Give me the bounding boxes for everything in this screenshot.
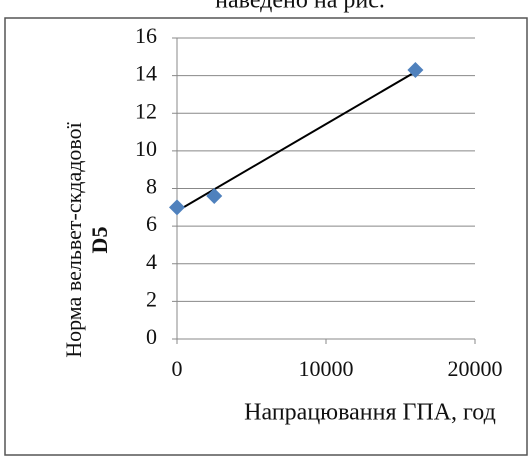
point — [169, 199, 185, 216]
y-tick-label: 10 — [135, 136, 157, 161]
y-tick-label: 6 — [146, 211, 157, 236]
point — [206, 188, 223, 205]
x-axis-label: Напрацювання ГПА, год — [244, 400, 496, 426]
y-tick-label: 8 — [146, 174, 157, 199]
x-tick-label: 10000 — [299, 356, 354, 381]
caption: наведено на рис. — [215, 0, 385, 14]
trendline — [176, 70, 416, 212]
y-tick-label: 0 — [146, 324, 157, 349]
y-tick-label: 4 — [146, 249, 157, 274]
point — [407, 61, 424, 78]
x-tick-label: 20000 — [448, 356, 503, 381]
chart-border — [4, 17, 528, 456]
y-tick-label: 16 — [135, 23, 157, 48]
y-axis-label: Норма вельвет-скдадової — [61, 121, 86, 357]
y-tick-label: 12 — [135, 98, 157, 123]
x-tick-label: 0 — [172, 356, 183, 381]
y-tick-label: 2 — [146, 286, 157, 311]
y-tick-label: 14 — [135, 61, 157, 86]
y-axis-label: D5 — [87, 227, 112, 254]
